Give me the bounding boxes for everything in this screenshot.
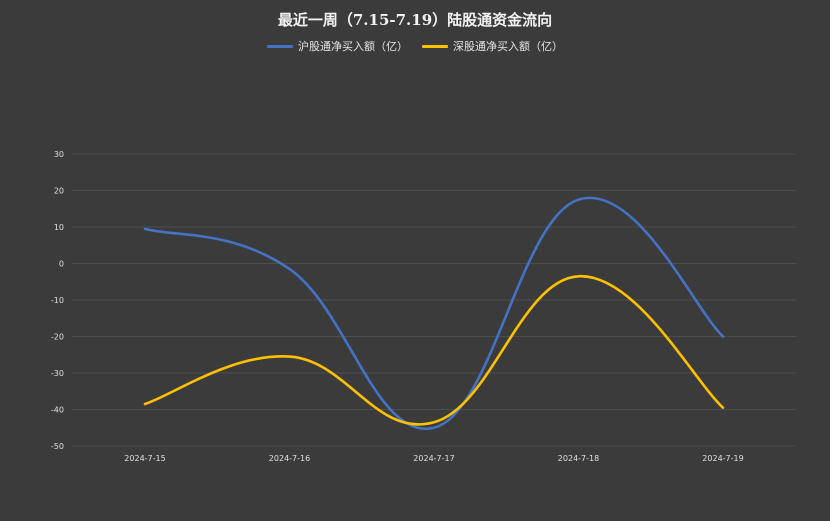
- legend-item-sz: 深股通净买入额（亿）: [422, 38, 563, 54]
- series-line-sz: [143, 274, 725, 426]
- y-tick-label: -50: [51, 442, 64, 451]
- y-tick-label: -20: [51, 333, 64, 342]
- legend-swatch-sz: [422, 44, 448, 48]
- y-tick-label: 30: [54, 150, 64, 159]
- legend-label-sh: 沪股通净买入额（亿）: [298, 40, 408, 53]
- series-line-sh: [143, 196, 725, 431]
- x-tick-label: 2024-7-16: [269, 454, 310, 463]
- y-tick-label: 10: [54, 223, 64, 232]
- legend-label-sz: 深股通净买入额（亿）: [453, 40, 563, 53]
- y-tick-label: 20: [54, 187, 64, 196]
- x-tick-label: 2024-7-18: [558, 454, 599, 463]
- x-tick-label: 2024-7-15: [124, 454, 165, 463]
- x-tick-label: 2024-7-19: [702, 454, 743, 463]
- y-tick-label: -10: [51, 296, 64, 305]
- legend-item-sh: 沪股通净买入额（亿）: [267, 38, 408, 54]
- legend: 沪股通净买入额（亿） 深股通净买入额（亿）: [0, 38, 830, 54]
- y-tick-label: -40: [51, 406, 64, 415]
- chart-title: 最近一周（7.15-7.19）陆股通资金流向: [277, 11, 553, 29]
- y-tick-label: -30: [51, 369, 64, 378]
- legend-swatch-sh: [267, 44, 293, 48]
- x-tick-label: 2024-7-17: [413, 454, 454, 463]
- y-tick-label: 0: [59, 260, 64, 269]
